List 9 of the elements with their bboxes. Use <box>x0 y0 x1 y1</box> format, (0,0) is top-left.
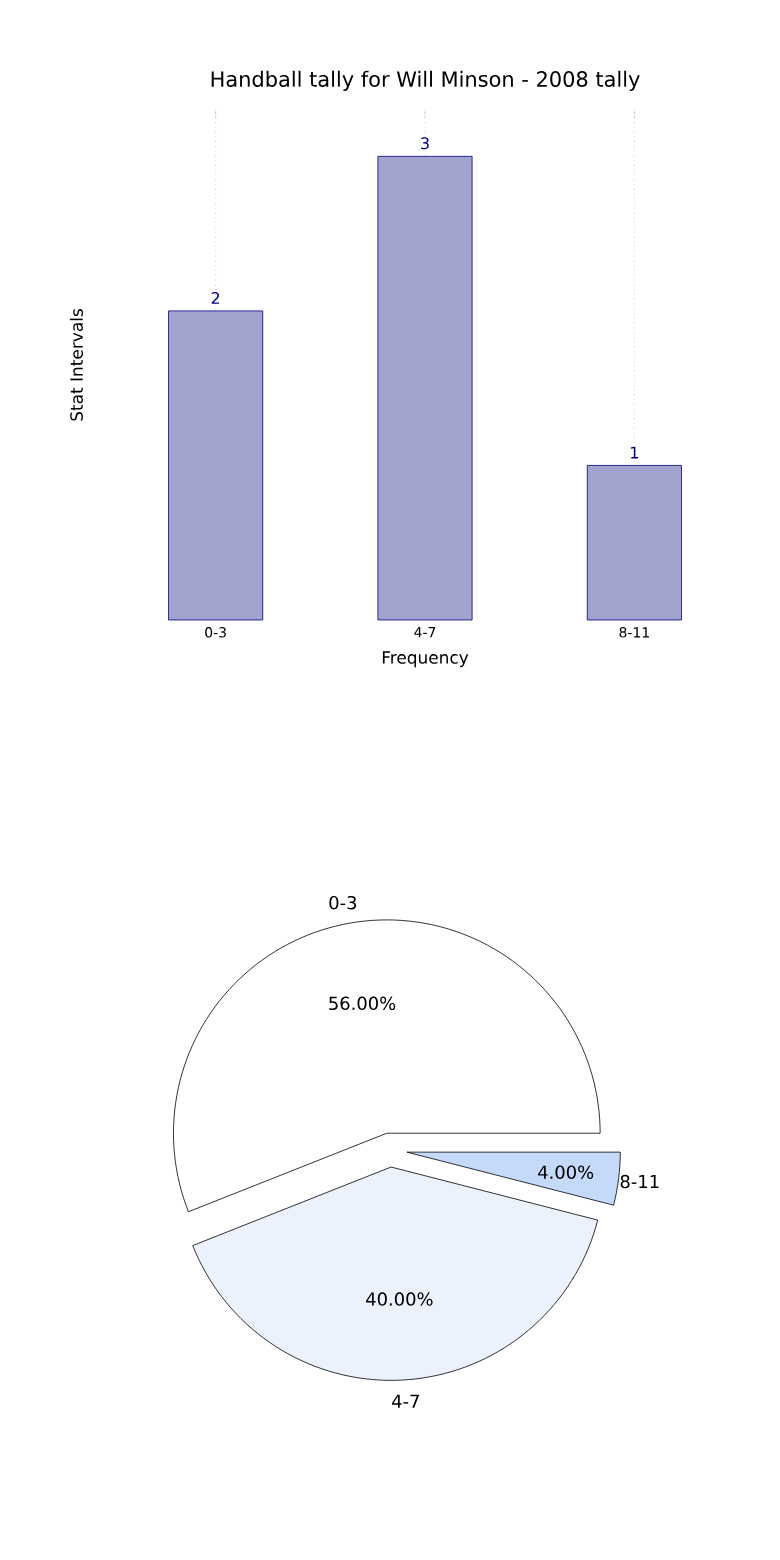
data-label: 4.00% <box>538 1165 594 1179</box>
x-axis-title: Frequency <box>382 651 469 668</box>
data-label: 40.00% <box>366 1292 433 1306</box>
chart-title: Handball tally for Will Minson - 2008 tally <box>211 70 640 91</box>
data-label: 56.00% <box>329 996 396 1011</box>
slice-label: 0-3 <box>329 895 357 910</box>
slice-label: 4-7 <box>392 1394 419 1408</box>
y-axis-title: Stat Intervals <box>69 309 83 421</box>
slice-label: 8-11 <box>620 1174 659 1189</box>
